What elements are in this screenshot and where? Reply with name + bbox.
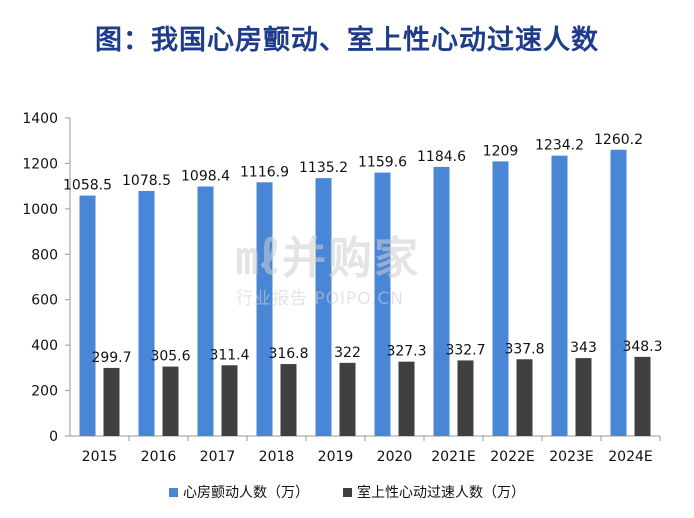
bar-series1 [492,161,509,437]
bar-series2 [221,365,238,436]
chart-title: 图：我国心房颤动、室上性心动过速人数 [95,25,599,56]
x-tick-label: 2023E [549,449,593,465]
data-label: 322 [334,345,361,361]
data-label: 299.7 [91,350,131,366]
bar-series2 [634,356,651,436]
x-tick-label: 2015 [82,449,118,465]
data-label: 337.8 [504,341,544,357]
data-label: 1159.6 [358,155,407,171]
bar-series2 [516,359,533,436]
bar-series1 [551,155,568,436]
data-label: 1078.5 [122,173,171,189]
y-tick-label: 600 [31,293,58,309]
data-label: 343 [570,340,597,356]
data-label: 327.3 [386,344,426,360]
legend-item-series2: 室上性心动过速人数（万） [343,482,525,502]
data-label: 1234.2 [535,138,584,154]
bar-series1 [315,178,332,436]
x-tick-label: 2021E [431,449,475,465]
data-label: 305.6 [150,349,190,365]
bar-series1 [197,186,214,436]
y-tick-label: 800 [31,247,58,263]
y-tick-label: 1400 [22,111,58,127]
x-tick-label: 2020 [377,449,413,465]
bar-series2 [457,360,474,436]
bar-series2 [398,361,415,436]
bar-series1 [256,182,273,436]
bar-series1 [138,191,155,436]
y-tick-label: 0 [49,429,58,445]
bar-series2 [339,362,356,436]
data-label: 311.4 [209,347,249,363]
data-label: 1098.4 [181,169,230,185]
x-tick-label: 2019 [318,449,354,465]
x-tick-label: 2017 [200,449,236,465]
data-label: 348.3 [622,339,662,355]
bar-series2 [162,366,179,436]
y-tick-label: 400 [31,338,58,354]
data-label: 332.7 [445,342,485,358]
legend-label-series2: 室上性心动过速人数（万） [357,485,525,501]
data-label: 1116.9 [240,164,289,180]
bar-series2 [280,364,297,436]
bar-series1 [433,166,450,436]
x-tick-label: 2024E [608,449,652,465]
bar-series1 [610,149,627,436]
y-tick-label: 1000 [22,202,58,218]
data-label: 316.8 [268,346,308,362]
bar-series2 [575,358,592,436]
bar-series2 [103,367,120,436]
legend-swatch-series1 [169,487,178,497]
x-tick-label: 2022E [490,449,534,465]
x-tick-label: 2018 [259,449,295,465]
y-tick-label: 200 [31,384,58,400]
data-label: 1184.6 [417,149,466,165]
x-tick-label: 2016 [141,449,177,465]
legend-label-series1: 心房颤动人数（万） [183,485,309,501]
legend-swatch-series2 [343,487,352,497]
legend-item-series1: 心房颤动人数（万） [169,482,309,502]
data-label: 1209 [483,143,519,159]
data-label: 1135.2 [299,160,348,176]
bar-series1 [374,172,391,436]
chart-legend: 心房颤动人数（万） 室上性心动过速人数（万） [0,482,694,502]
bar-series1 [79,195,96,436]
data-label: 1058.5 [63,178,112,194]
y-tick-label: 1200 [22,156,58,172]
data-label: 1260.2 [594,132,643,148]
